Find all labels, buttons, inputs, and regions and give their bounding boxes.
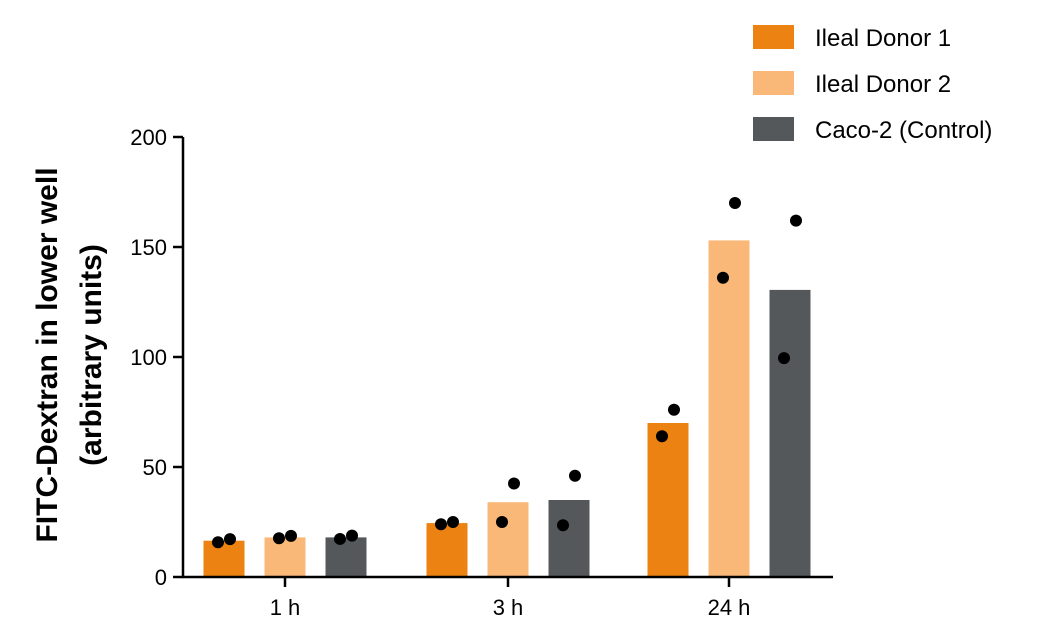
data-point	[569, 469, 581, 482]
data-point	[273, 532, 285, 545]
series-3	[325, 289, 811, 577]
bar	[203, 540, 245, 577]
data-point	[778, 352, 790, 365]
x-tick-label: 3 h	[493, 595, 524, 620]
data-point	[346, 529, 358, 542]
y-tick-label: 0	[155, 565, 167, 590]
bar	[426, 523, 468, 577]
data-point	[447, 516, 459, 528]
data-point	[668, 403, 680, 416]
y-axis-title-line-1: FITC-Dextran in lower well	[31, 167, 64, 542]
bar	[647, 423, 689, 577]
legend-swatch	[753, 117, 794, 141]
y-axis-title-line-2: (arbitrary units)	[75, 244, 108, 466]
series-2-points	[273, 197, 741, 545]
bar	[325, 537, 367, 577]
plot-area	[203, 197, 811, 577]
data-point	[508, 477, 520, 490]
legend-item: Ileal Donor 2	[753, 71, 951, 98]
bar	[708, 240, 750, 577]
data-point	[334, 532, 346, 545]
data-point	[557, 519, 569, 532]
y-tick-label: 200	[130, 125, 167, 150]
data-point	[729, 197, 741, 209]
data-point	[717, 271, 729, 284]
legend-item: Ileal Donor 1	[753, 25, 951, 52]
y-axis: 0 50 100 150 200	[130, 125, 185, 590]
data-point	[656, 430, 668, 443]
y-tick-label: 100	[130, 345, 167, 370]
data-point	[496, 516, 508, 528]
y-tick-label: 50	[143, 455, 167, 480]
bar	[548, 500, 590, 577]
bar	[264, 537, 306, 577]
bar	[769, 289, 811, 577]
x-tick-label: 24 h	[708, 595, 751, 620]
data-point	[435, 518, 447, 531]
data-point	[224, 533, 236, 546]
series-3-points	[334, 214, 802, 545]
series-2	[264, 240, 750, 577]
series-1-points	[212, 403, 680, 549]
legend-label: Ileal Donor 2	[815, 71, 951, 98]
series-1	[203, 423, 689, 577]
legend-item: Caco-2 (Control)	[753, 117, 992, 144]
data-point	[790, 214, 802, 227]
y-tick-label: 150	[130, 235, 167, 260]
y-axis-title: FITC-Dextran in lower well (arbitrary un…	[31, 167, 108, 542]
legend: Ileal Donor 1 Ileal Donor 2 Caco-2 (Contro…	[753, 25, 992, 144]
bar	[487, 502, 529, 577]
legend-swatch	[753, 71, 794, 95]
legend-label: Ileal Donor 1	[815, 25, 951, 52]
x-axis: 1 h 3 h 24 h	[182, 575, 833, 620]
legend-swatch	[753, 25, 794, 49]
x-tick-label: 1 h	[270, 595, 301, 620]
data-point	[212, 536, 224, 549]
legend-label: Caco-2 (Control)	[815, 117, 992, 144]
data-point	[285, 529, 297, 542]
